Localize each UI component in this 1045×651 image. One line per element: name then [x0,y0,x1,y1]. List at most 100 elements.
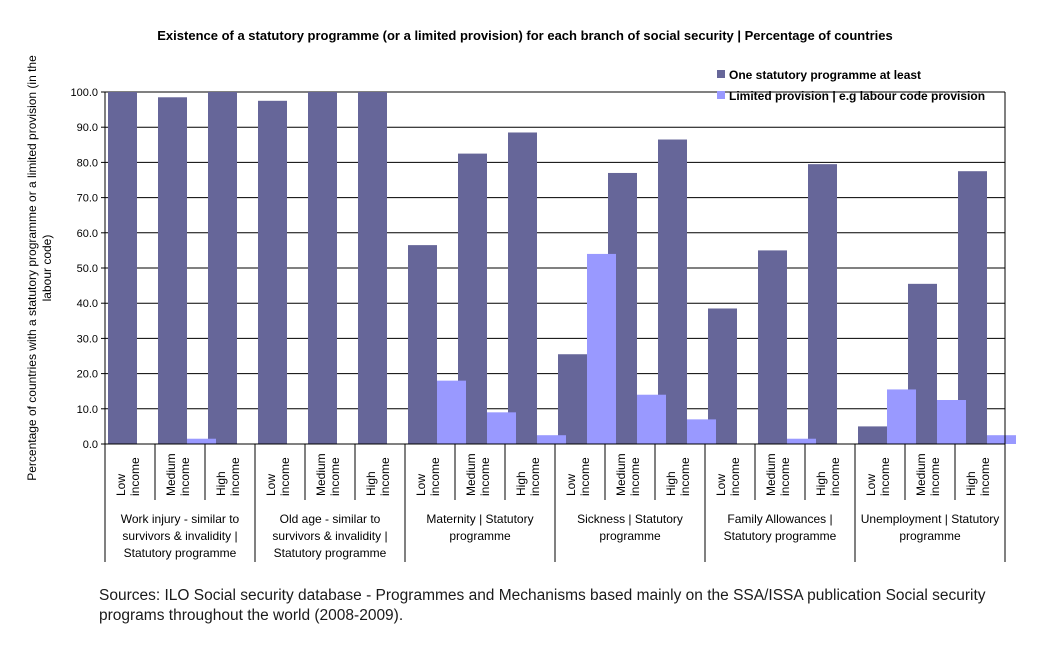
bar-limited [487,412,516,444]
category-label: High [814,471,828,496]
legend-label: One statutory programme at least [729,68,921,82]
group-label: Maternity | Statutory [426,512,533,526]
group-label: Statutory programme [724,529,837,543]
category-label: income [528,457,542,496]
bar-statutory [558,354,587,444]
category-label: High [964,471,978,496]
category-label: income [428,457,442,496]
category-label: income [728,457,742,496]
bar-statutory [808,164,837,444]
category-label: Low [864,474,878,496]
y-tick-label: 0.0 [83,439,98,451]
group-label: programme [899,529,961,543]
bar-limited [987,435,1016,444]
group-label: programme [599,529,661,543]
bar-statutory [308,92,337,444]
group-label: Statutory programme [274,546,387,560]
category-label: Medium [764,453,778,496]
category-label: income [328,457,342,496]
bar-statutory [358,92,387,444]
group-label: programme [449,529,511,543]
category-label: Low [414,474,428,496]
y-tick-label: 40.0 [77,298,98,310]
bar-statutory [408,245,437,444]
category-label: income [178,457,192,496]
y-tick-label: 80.0 [77,157,98,169]
bar-statutory [658,139,687,444]
category-label: income [378,457,392,496]
category-label: High [514,471,528,496]
group-label: Sickness | Statutory [577,512,683,526]
y-axis-label-line: Percentage of countries with a statutory… [25,55,39,481]
bar-limited [187,438,216,444]
bar-limited [887,389,916,444]
bar-limited [687,419,716,444]
group-label: Work injury - similar to [121,512,240,526]
bar-statutory [158,97,187,444]
source-line: Sources: ILO Social security database - … [99,587,986,604]
y-tick-label: 100.0 [70,87,98,99]
category-label: income [228,457,242,496]
legend-swatch [717,91,725,99]
category-label: Low [714,474,728,496]
y-tick-label: 30.0 [77,333,98,345]
category-label: income [278,457,292,496]
category-label: Low [564,474,578,496]
category-label: income [928,457,942,496]
category-label: Medium [464,453,478,496]
y-tick-label: 20.0 [77,369,98,381]
group-label: Unemployment | Statutory [861,512,1000,526]
chart-title: Existence of a statutory programme (or a… [157,28,892,43]
source-note: Sources: ILO Social security database - … [99,587,986,624]
category-label: income [578,457,592,496]
y-tick-label: 10.0 [77,404,98,416]
y-tick-label: 90.0 [77,122,98,134]
category-label: income [778,457,792,496]
category-label: Medium [914,453,928,496]
bar-limited [587,253,616,444]
bar-statutory [258,100,287,445]
category-label: income [978,457,992,496]
category-label: High [214,471,228,496]
group-label: survivors & invalidity | [122,529,237,543]
group-label: Family Allowances | [727,512,832,526]
bar-limited [787,438,816,444]
y-axis-ticks: 0.0 10.0 20.0 30.0 40.0 50.0 60.0 70.0 80.0 90.0 1… [70,87,105,451]
y-tick-label: 50.0 [77,263,98,275]
group-label: Old age - similar to [280,512,381,526]
category-label: income [128,457,142,496]
bar-statutory [758,250,787,444]
legend-label: Limited provision | e.g labour code prov… [729,89,985,103]
bar-statutory [208,92,237,444]
category-label: income [828,457,842,496]
category-label: income [678,457,692,496]
bar-statutory [958,171,987,444]
category-label: income [478,457,492,496]
category-label: Low [264,474,278,496]
bar-limited [437,380,466,444]
bar-statutory [108,92,137,444]
y-axis-label-line: labour code) [40,235,54,302]
bar-statutory [858,426,887,444]
y-tick-label: 60.0 [77,228,98,240]
category-label: income [878,457,892,496]
group-label: Statutory programme [124,546,237,560]
category-label: Medium [164,453,178,496]
y-axis-label: Percentage of countries with a statutory… [25,55,54,481]
category-label: High [664,471,678,496]
y-tick-label: 70.0 [77,193,98,205]
group-label: survivors & invalidity | [272,529,387,543]
bar-limited [937,400,966,444]
legend-swatch [717,70,725,78]
bar-limited [537,435,566,444]
category-label: High [364,471,378,496]
category-label: income [628,457,642,496]
category-label: Medium [314,453,328,496]
legend: One statutory programme at least Limited … [717,68,985,103]
category-label: Medium [614,453,628,496]
bar-statutory [508,132,537,445]
bar-limited [637,394,666,444]
category-label: Low [114,474,128,496]
